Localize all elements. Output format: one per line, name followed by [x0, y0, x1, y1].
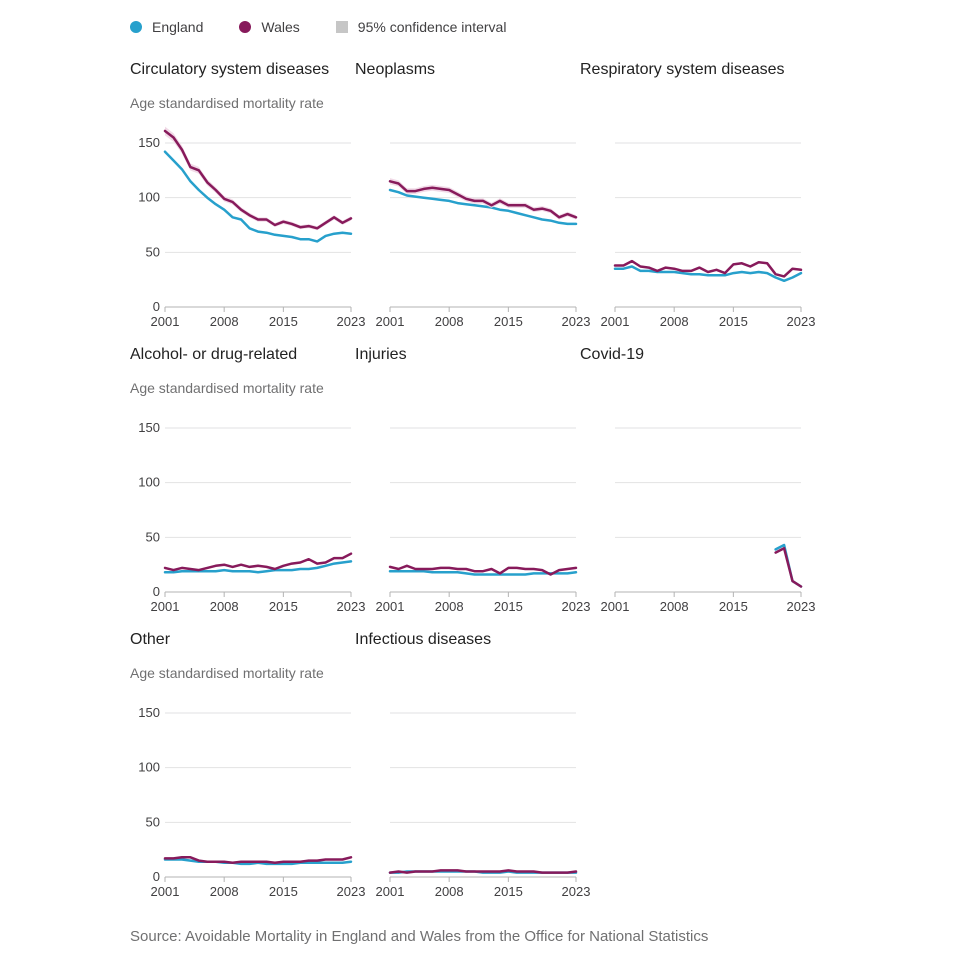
x-tick-label: 2023 [337, 884, 366, 899]
series-line-wales [163, 856, 353, 865]
x-tick-label: 2001 [376, 599, 405, 614]
panel-title: Alcohol- or drug-related [130, 346, 297, 363]
x-tick-label: 2008 [210, 599, 239, 614]
series-line-wales [163, 552, 353, 572]
confidence-interval-square-icon [335, 21, 348, 33]
series-line-england [388, 188, 578, 226]
panel-neoplasms: Neoplasms 2001 2008 2015 2023 [355, 61, 590, 329]
legend-label-england: England [152, 19, 204, 35]
legend-item-ci: 95% confidence interval [335, 19, 507, 35]
y-tick-label: 50 [146, 814, 160, 829]
y-axis-label: Age standardised mortality rate [130, 665, 324, 681]
panel-injuries: Injuries 2001 2008 2015 2023 [355, 346, 590, 614]
y-tick-label: 100 [138, 760, 160, 775]
series-line-wales [163, 129, 353, 230]
x-tick-label: 2008 [435, 599, 464, 614]
y-axis-label: Age standardised mortality rate [130, 380, 324, 396]
panel-alcohol-or-drug-related: Alcohol- or drug-related Age standardised… [130, 346, 365, 614]
x-tick-label: 2001 [376, 884, 405, 899]
legend-label-wales: Wales [261, 19, 300, 35]
x-tick-label: 2008 [435, 314, 464, 329]
england-dot-icon [130, 21, 142, 33]
source-note: Source: Avoidable Mortality in England a… [130, 928, 709, 945]
series-line-wales [388, 869, 578, 874]
panel-other: Other Age standardised mortality rate 0 50 1… [130, 631, 365, 899]
x-tick-label: 2023 [337, 599, 366, 614]
wales-dot-icon [239, 21, 252, 33]
x-tick-label: 2023 [787, 314, 816, 329]
y-tick-label: 0 [153, 299, 160, 314]
legend-item-england: England [130, 19, 203, 35]
panel-circulatory-system-diseases: Circulatory system diseases Age standardi… [130, 61, 365, 329]
x-tick-label: 2008 [210, 884, 239, 899]
x-tick-label: 2015 [269, 314, 298, 329]
legend-item-wales: Wales [239, 19, 300, 35]
panel-title: Neoplasms [355, 61, 435, 78]
x-tick-label: 2001 [151, 884, 180, 899]
panel-title: Other [130, 631, 171, 648]
panel-infectious-diseases: Infectious diseases 2001 2008 2015 2023 [355, 631, 590, 899]
series-line-wales [388, 180, 578, 219]
x-tick-label: 2015 [269, 599, 298, 614]
panel-title: Circulatory system diseases [130, 61, 329, 78]
series-line-england [163, 150, 353, 243]
series-line-england [388, 569, 578, 576]
panel-title: Infectious diseases [355, 631, 491, 648]
y-tick-label: 150 [138, 705, 160, 720]
panel-title: Injuries [355, 346, 407, 363]
x-tick-label: 2015 [494, 314, 523, 329]
series-line-wales [388, 564, 578, 576]
panel-title: Respiratory system diseases [580, 61, 785, 78]
x-tick-label: 2001 [601, 314, 630, 329]
series-line-wales [774, 547, 803, 588]
y-tick-label: 100 [138, 475, 160, 490]
x-tick-label: 2008 [210, 314, 239, 329]
y-tick-label: 150 [138, 420, 160, 435]
x-tick-label: 2008 [435, 884, 464, 899]
x-tick-label: 2015 [719, 599, 748, 614]
y-tick-label: 150 [138, 135, 160, 150]
series-line-england [163, 560, 353, 574]
x-tick-label: 2008 [660, 599, 689, 614]
panel-title: Covid-19 [580, 346, 644, 363]
panel-respiratory-system-diseases: Respiratory system diseases 2001 2008 2015 2… [580, 61, 815, 329]
x-tick-label: 2015 [494, 599, 523, 614]
x-tick-label: 2001 [376, 314, 405, 329]
x-tick-label: 2023 [337, 314, 366, 329]
x-tick-label: 2001 [151, 314, 180, 329]
legend-label-ci: 95% confidence interval [357, 19, 507, 35]
series-line-england [613, 265, 803, 283]
x-tick-label: 2023 [787, 599, 816, 614]
x-tick-label: 2023 [562, 599, 591, 614]
x-tick-label: 2015 [494, 884, 523, 899]
legend: England Wales 95% confidence interval [130, 16, 542, 38]
wales-confidence-band [390, 178, 576, 220]
y-tick-label: 0 [153, 869, 160, 884]
x-tick-label: 2001 [151, 599, 180, 614]
x-tick-label: 2023 [562, 884, 591, 899]
x-tick-label: 2001 [601, 599, 630, 614]
panel-covid-19: Covid-19 2001 2008 2015 2023 [580, 346, 815, 614]
x-tick-label: 2015 [719, 314, 748, 329]
y-tick-label: 50 [146, 529, 160, 544]
y-tick-label: 0 [153, 584, 160, 599]
series-line-wales [613, 259, 803, 278]
x-tick-label: 2008 [660, 314, 689, 329]
x-tick-label: 2015 [269, 884, 298, 899]
y-tick-label: 100 [138, 190, 160, 205]
x-tick-label: 2023 [562, 314, 591, 329]
y-tick-label: 50 [146, 244, 160, 259]
y-axis-label: Age standardised mortality rate [130, 95, 324, 111]
wales-confidence-band [165, 126, 351, 231]
